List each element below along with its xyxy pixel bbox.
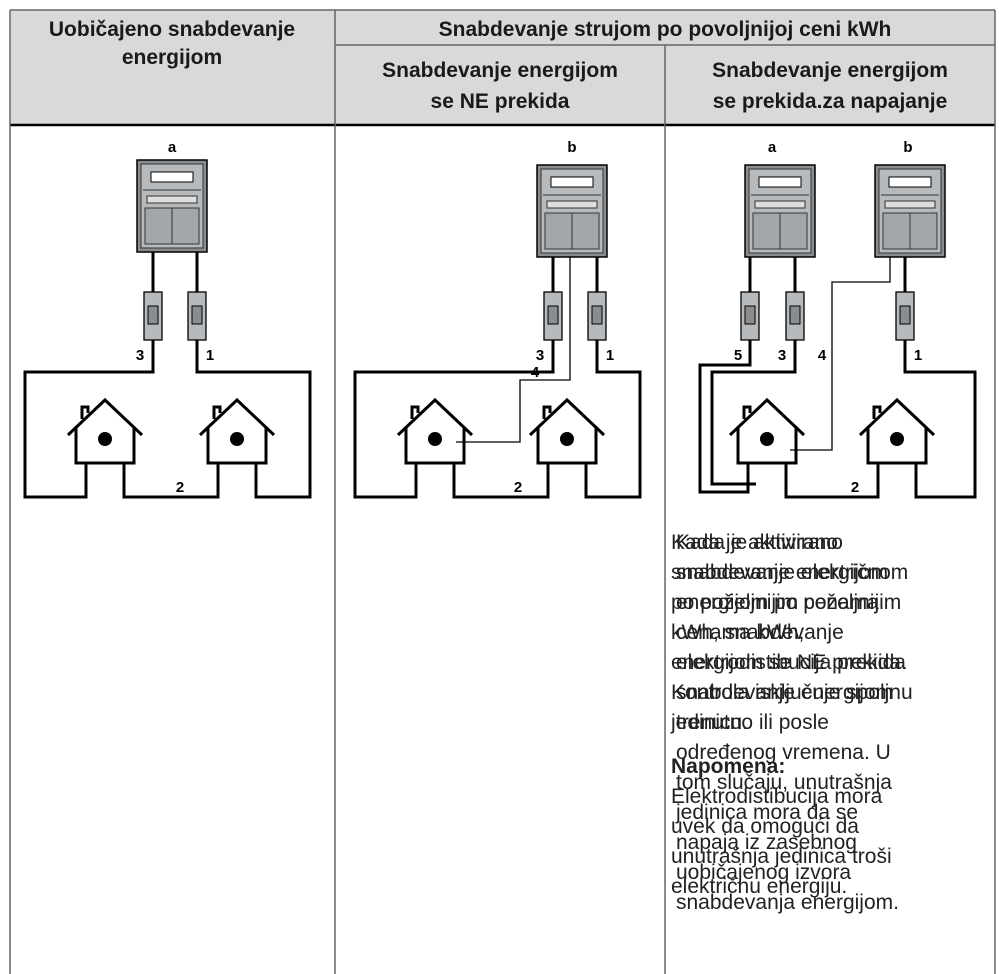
label: 1 (206, 347, 214, 364)
paragraph-line: unutrašnja jedinica troši (671, 845, 892, 868)
label: 2 (176, 479, 184, 496)
paragraph-line: cenama kWh, (676, 621, 804, 644)
header: Snabdevanje strujom po povoljnijoj ceni … (439, 18, 892, 41)
header-bg (10, 10, 995, 125)
header: se NE prekida (431, 90, 570, 113)
label: 3 (778, 347, 786, 364)
paragraph-line: Kada je aktivirano (671, 531, 838, 554)
table-lines (9, 9, 996, 974)
label: b (567, 139, 576, 156)
label: 2 (851, 479, 859, 496)
paragraph-line: snabdevanja energijom. (676, 891, 899, 914)
paragraph-line: trenutno ili posle (676, 711, 829, 734)
label: 3 (536, 347, 544, 364)
paragraph-line: elektrodistibucija prekida (676, 651, 906, 674)
paragraph-line: energijom po poželjnijim (676, 591, 901, 614)
paragraph-line: snabdevanje električnom (676, 561, 908, 584)
diagram: a b 5 3 4 1 2 (698, 139, 977, 499)
header: Uobičajeno snabdevanje (49, 18, 295, 41)
label: b (903, 139, 912, 156)
header: se prekida.za napajanje (713, 90, 948, 113)
paragraph-line: Kontrola isključuje spoljnu (671, 681, 913, 704)
label: 2 (514, 479, 522, 496)
paragraph-line: uobičajenog izvora (676, 861, 851, 884)
label: a (768, 139, 777, 156)
label: 3 (136, 347, 144, 364)
header: energijom (122, 46, 222, 69)
diagram: a 3 1 2 (23, 139, 312, 499)
note-title: Napomena: (671, 755, 785, 778)
paragraph-line: Elektrodistibucija mora (671, 785, 883, 808)
paragraph-line: Kada je aktivirano (676, 531, 843, 554)
paragraph-line: kWh, snabdevanje (671, 621, 844, 644)
paragraph-line: napaja iz zasebnog (676, 831, 857, 854)
paragraph-line: uvek da omogući da (671, 815, 859, 838)
label: a (168, 139, 177, 156)
label: 5 (734, 347, 742, 364)
paragraph-line: jedinicu. (670, 711, 748, 734)
paragraph-line: određenog vremena. U (676, 741, 891, 764)
paragraph-line: snabdevanje energijom (676, 681, 893, 704)
label: 1 (606, 347, 614, 364)
paragraph-line: energijom se NE prekida. (671, 651, 907, 674)
label: 4 (818, 347, 827, 364)
diagram: b 3 1 4 2 (353, 139, 642, 499)
paragraph-line: po poželjnijim cenama (671, 591, 879, 614)
paragraph-line: snabdevanje energijom (671, 561, 888, 584)
label: 4 (531, 364, 540, 381)
paragraph-line: električnu energiju. (671, 875, 847, 898)
paragraph-line: jedinica mora da se (675, 801, 858, 824)
label: 1 (914, 347, 922, 364)
header: Snabdevanje energijom (382, 59, 618, 82)
paragraph-line: tom slučaju, unutrašnja (676, 771, 892, 794)
header: Snabdevanje energijom (712, 59, 948, 82)
